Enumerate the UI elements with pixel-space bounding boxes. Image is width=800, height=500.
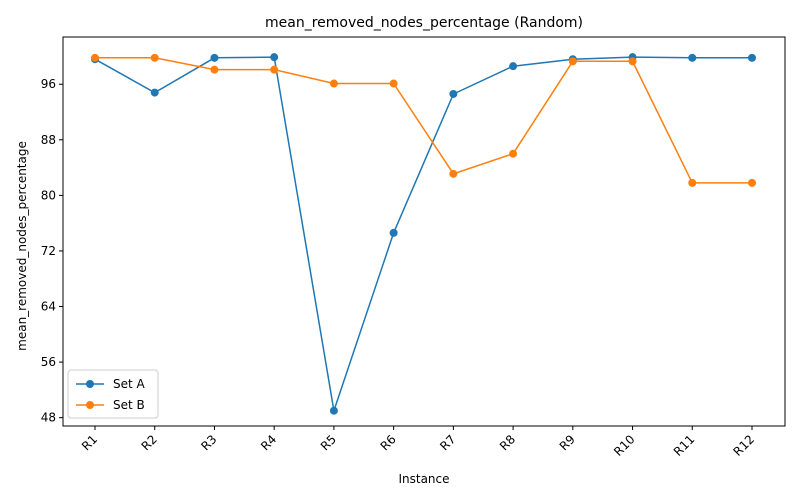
y-tick-label: 96 [41,77,56,91]
data-point [210,53,219,62]
data-point [748,178,756,187]
plot-frame [62,36,786,427]
y-tick-label: 64 [41,300,56,314]
series-set-b [91,53,756,187]
data-point [568,57,577,66]
data-point [449,169,458,178]
data-point [270,53,279,62]
y-tick-label: 56 [41,355,56,369]
series-line [95,57,752,184]
y-axis: 48 56 64 72 80 88 96 [41,77,63,425]
data-point [91,53,99,62]
data-point [509,62,518,71]
series-line [94,56,752,411]
legend-label: Set B [113,398,145,412]
data-point [389,228,398,237]
data-point [688,53,697,62]
series-set-a [91,53,756,415]
legend-marker [86,401,94,409]
series-layer [91,53,756,415]
y-tick-label: 80 [41,188,56,202]
data-point [150,88,159,97]
y-tick-label: 72 [41,244,56,258]
data-point [509,149,518,158]
data-point [748,53,756,62]
chart-title: mean_removed_nodes_percentage (Random) [265,15,583,31]
data-point [449,89,458,98]
data-point [270,65,279,74]
plot-area [62,36,786,427]
data-point [329,79,338,88]
data-point [329,406,338,415]
data-point [628,57,637,66]
legend-label: Set A [113,377,146,391]
data-point [688,178,697,187]
y-tick-label: 48 [41,411,56,425]
data-point [210,65,219,74]
legend-marker [86,380,94,388]
data-point [389,79,398,88]
data-point [150,53,159,62]
y-axis-title: mean_removed_nodes_percentage [15,141,29,351]
y-tick-label: 88 [41,133,56,147]
x-axis-title: Instance [398,472,449,486]
legend: Set A Set B [67,369,159,419]
